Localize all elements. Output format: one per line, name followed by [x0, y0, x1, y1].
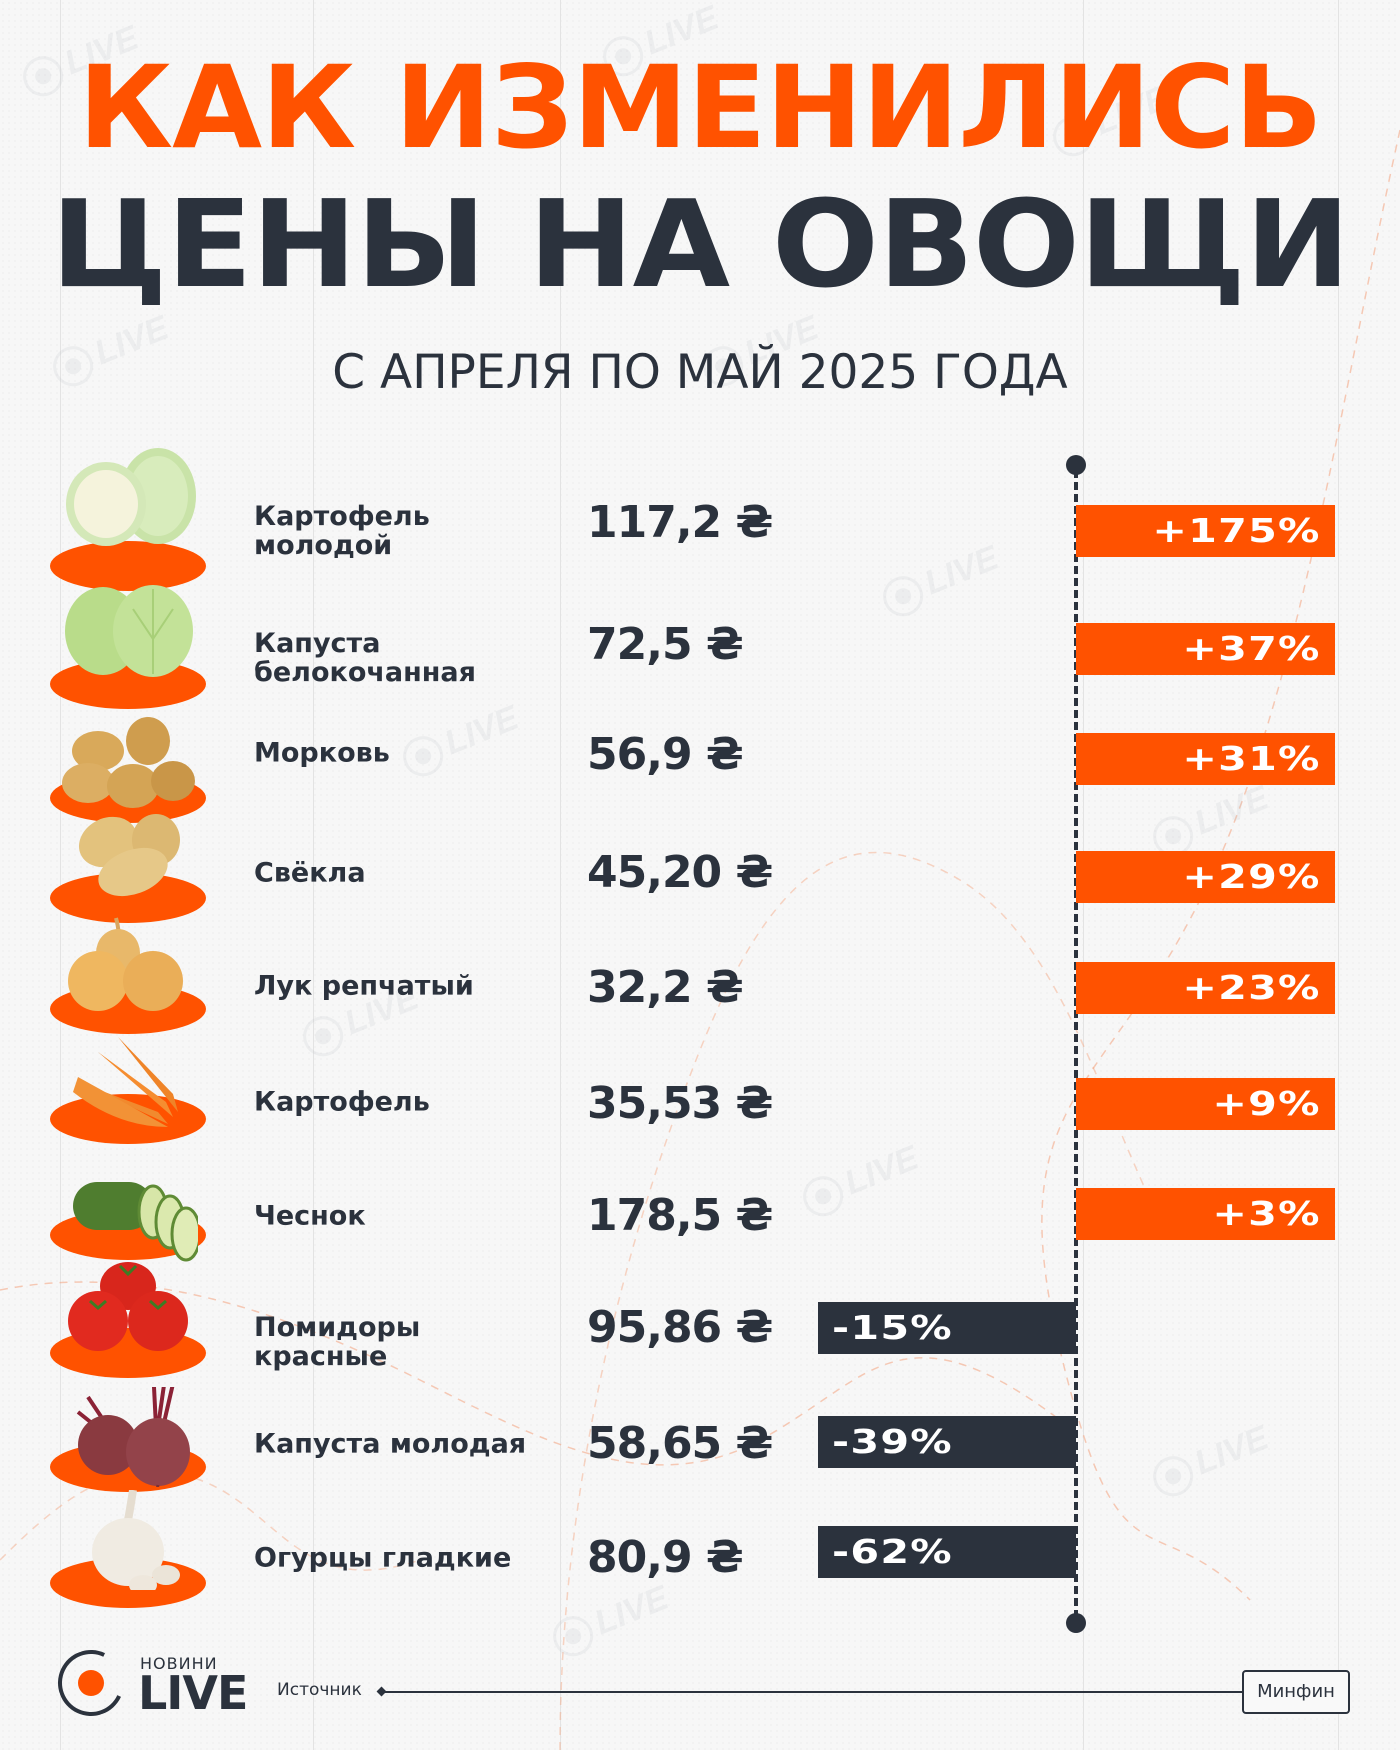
change-bar: -15% [818, 1302, 1076, 1354]
plate [50, 659, 206, 709]
onion-icon [68, 917, 183, 1011]
plate [50, 541, 206, 591]
change-bar: +9% [1076, 1078, 1335, 1130]
vegetable-price: 80,9 ₴ [587, 1532, 744, 1583]
change-bar: +29% [1076, 851, 1335, 903]
vegetable-name: Лук репчатый [254, 970, 474, 1002]
vegetable-name: Чеснок [254, 1200, 366, 1232]
vegetable-name: Свёкла [254, 857, 366, 889]
vegetable-price: 95,86 ₴ [587, 1302, 773, 1353]
vegetable-name: Огурцы гладкие [254, 1542, 512, 1574]
change-bar: +175% [1076, 505, 1335, 557]
change-bar: +37% [1076, 623, 1335, 675]
potato-icon [78, 814, 180, 897]
grid-line [313, 0, 314, 1750]
vegetable-price: 178,5 ₴ [587, 1190, 773, 1241]
vegetable-price: 117,2 ₴ [587, 497, 773, 548]
vegetable-name: Капуста белокочанная [254, 628, 476, 688]
vegetable-name: Капуста молодая [254, 1428, 527, 1460]
change-bar: +31% [1076, 733, 1335, 785]
page-title-line1: КАК ИЗМЕНИЛИСЬ [78, 41, 1323, 174]
tomato-icon [68, 1262, 188, 1351]
page-title-line2: ЦЕНЫ НА ОВОЩИ [50, 176, 1351, 315]
grid-line [560, 0, 561, 1750]
vegetable-price: 56,9 ₴ [587, 729, 744, 780]
vegetable-name: Морковь [254, 737, 390, 769]
change-bar: -62% [818, 1526, 1076, 1578]
axis-top-dot [1066, 455, 1086, 475]
change-bar: +23% [1076, 962, 1335, 1014]
vegetable-name: Помидоры красные [254, 1312, 421, 1372]
carrot-icon [73, 1037, 178, 1127]
logo-dot-icon [78, 1670, 104, 1696]
logo-big-text: LIVE [138, 1666, 248, 1720]
chart-zero-axis [1074, 470, 1078, 1618]
source-label: Источник [277, 1680, 362, 1700]
vegetable-name: Картофель молодой [254, 501, 430, 561]
beet-icon [76, 1387, 190, 1487]
logo-small-text: НОВИНИ [140, 1654, 218, 1673]
source-value-box: Минфин [1242, 1670, 1350, 1714]
cabbage-icon [65, 585, 193, 677]
cabbage-half-icon [66, 448, 196, 546]
vegetable-price: 32,2 ₴ [587, 962, 744, 1013]
cucumber-icon [73, 1182, 198, 1262]
garlic-icon [92, 1490, 180, 1590]
change-bar: -39% [818, 1416, 1076, 1468]
grid-line [60, 0, 61, 1750]
vegetable-name: Картофель [254, 1086, 430, 1118]
vegetable-price: 72,5 ₴ [587, 619, 744, 670]
page-subtitle: С АПРЕЛЯ ПО МАЙ 2025 ГОДА [332, 345, 1068, 400]
axis-bottom-dot [1066, 1613, 1086, 1633]
novini-live-logo: НОВИНИ LIVE [48, 1640, 268, 1726]
vegetable-price: 35,53 ₴ [587, 1078, 773, 1129]
source-connector-line [384, 1691, 1244, 1693]
vegetable-price: 45,20 ₴ [587, 847, 773, 898]
potatoes-icon [62, 717, 195, 808]
change-bar: +3% [1076, 1188, 1335, 1240]
vegetable-price: 58,65 ₴ [587, 1418, 773, 1469]
